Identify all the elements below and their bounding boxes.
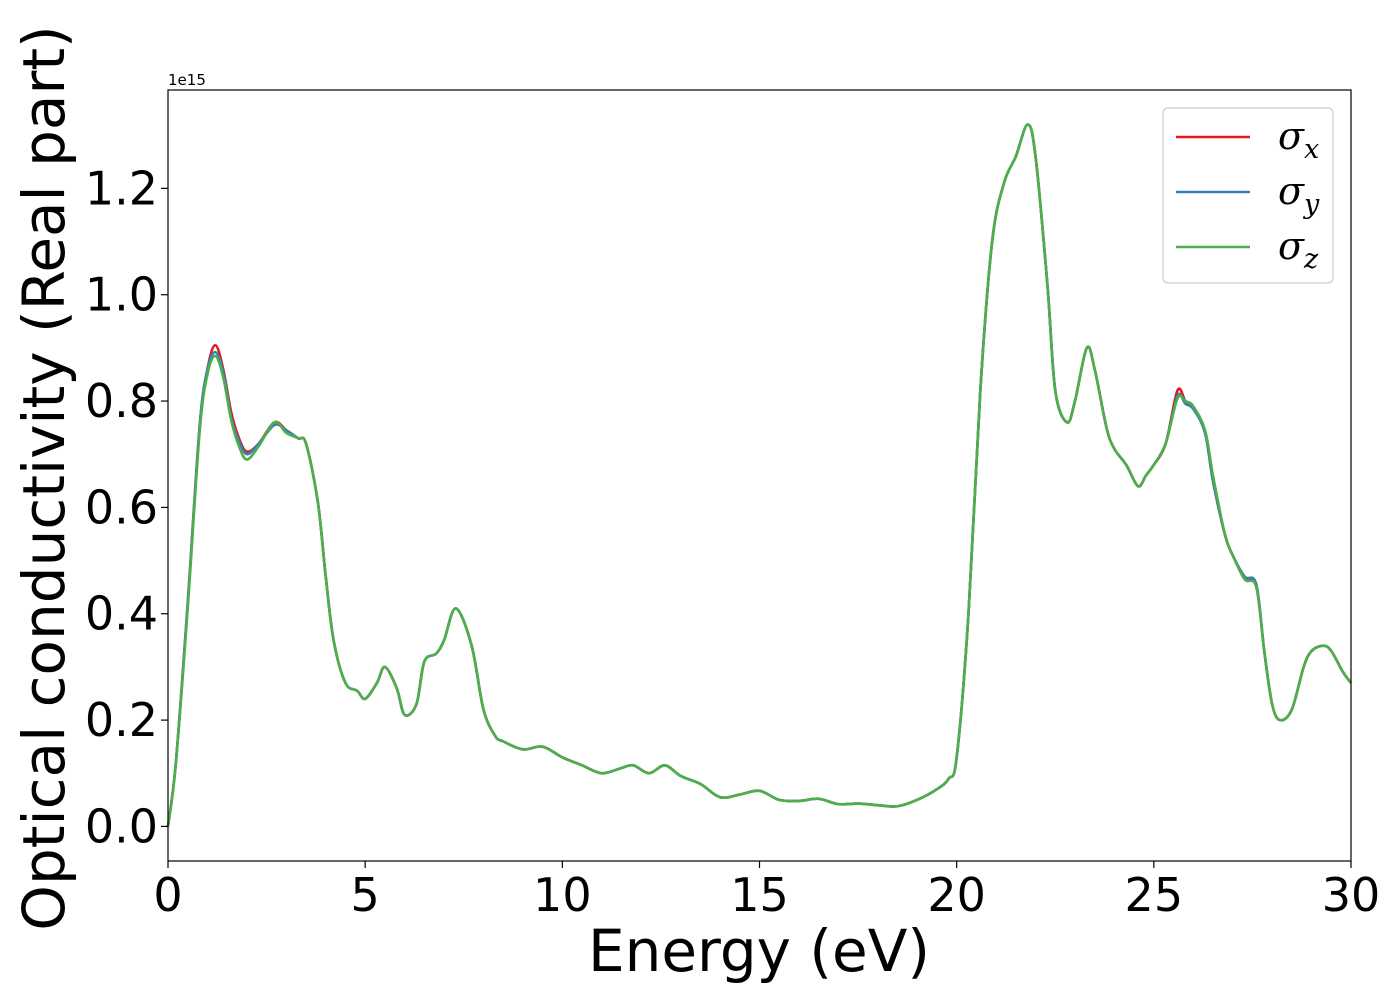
legend-box xyxy=(1162,107,1334,284)
y-tick-label: 0.6 xyxy=(85,480,158,534)
y-tick-label: 0.4 xyxy=(85,587,158,641)
x-tick-label: 0 xyxy=(153,868,182,922)
y-tick-label: 0.8 xyxy=(85,374,158,428)
x-tick-label: 10 xyxy=(533,868,592,922)
x-tick-label: 30 xyxy=(1322,868,1381,922)
x-tick-label: 15 xyxy=(730,868,789,922)
x-tick-label: 20 xyxy=(927,868,986,922)
y-axis-offset-label: 1e15 xyxy=(168,71,206,89)
series-layer xyxy=(166,123,1353,827)
x-tick-label: 5 xyxy=(351,868,380,922)
y-tick-label: 1.2 xyxy=(85,161,158,215)
y-tick-label: 0.2 xyxy=(85,693,158,747)
y-axis: 0.0 0.2 0.4 0.6 0.8 1.0 1.2 xyxy=(85,161,168,853)
y-tick-label: 1.0 xyxy=(85,268,158,322)
y-tick-label: 0.0 xyxy=(85,799,158,853)
y-axis-label: Optical conductivity (Real part) xyxy=(10,25,78,930)
x-tick-label: 25 xyxy=(1125,868,1184,922)
x-axis: 0 5 10 15 20 25 30 xyxy=(153,861,1380,922)
x-axis-label: Energy (eV) xyxy=(588,917,930,985)
series-line-z xyxy=(166,123,1353,827)
